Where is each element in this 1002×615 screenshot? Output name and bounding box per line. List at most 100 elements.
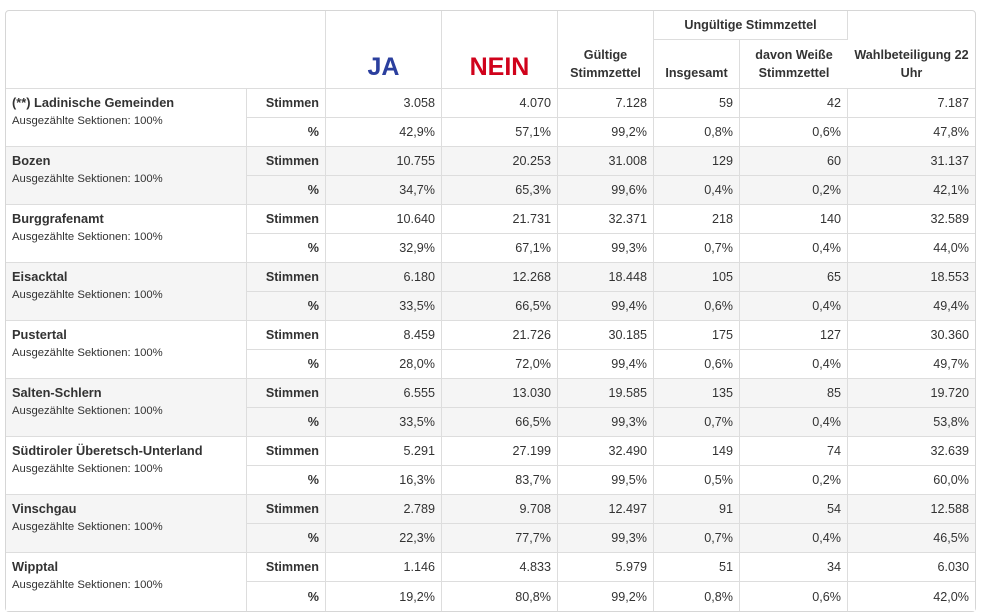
- cell-gueltige-stimmen: 32.371: [558, 205, 654, 234]
- cell-ja-stimmen: 6.180: [326, 263, 442, 292]
- cell-nein-percent: 80,8%: [442, 582, 558, 611]
- region-cell: Bozen Ausgezählte Sektionen: 100%: [6, 147, 247, 205]
- cell-davon-weisse-percent: 0,4%: [740, 234, 848, 263]
- cell-gueltige-stimmen: 30.185: [558, 321, 654, 350]
- table-row: Vinschgau Ausgezählte Sektionen: 100% Stim…: [6, 495, 975, 553]
- cell-wahlbeteiligung-stimmen: 32.639: [848, 437, 975, 466]
- header-ja: JA: [326, 11, 442, 89]
- region-group: Eisacktal Ausgezählte Sektionen: 100% Stim…: [6, 263, 975, 321]
- cell-gueltige-percent: 99,2%: [558, 118, 654, 147]
- cell-gueltige-stimmen: 7.128: [558, 89, 654, 118]
- cell-ja-percent: 33,5%: [326, 292, 442, 321]
- table-row: % 34,7% 65,3% 99,6% 0,4% 0,2% 42,1%: [6, 176, 975, 205]
- ja-label: JA: [367, 53, 400, 81]
- cell-gueltige-percent: 99,5%: [558, 466, 654, 495]
- row-label-percent: %: [247, 524, 326, 553]
- row-label-stimmen: Stimmen: [247, 437, 326, 466]
- cell-nein-stimmen: 13.030: [442, 379, 558, 408]
- region-name: Vinschgau: [12, 501, 77, 516]
- cell-insgesamt-percent: 0,8%: [654, 118, 740, 147]
- cell-insgesamt-percent: 0,6%: [654, 292, 740, 321]
- region-group: Pustertal Ausgezählte Sektionen: 100% Stim…: [6, 321, 975, 379]
- cell-wahlbeteiligung-stimmen: 12.588: [848, 495, 975, 524]
- region-group: Bozen Ausgezählte Sektionen: 100% Stimmen 1…: [6, 147, 975, 205]
- cell-insgesamt-percent: 0,7%: [654, 234, 740, 263]
- header-wahlbeteiligung: Wahlbeteiligung 22 Uhr: [848, 11, 975, 89]
- cell-ja-stimmen: 8.459: [326, 321, 442, 350]
- cell-gueltige-stimmen: 5.979: [558, 553, 654, 582]
- cell-insgesamt-percent: 0,5%: [654, 466, 740, 495]
- region-group: Wipptal Ausgezählte Sektionen: 100% Stimme…: [6, 553, 975, 611]
- cell-nein-stimmen: 21.731: [442, 205, 558, 234]
- cell-insgesamt-stimmen: 91: [654, 495, 740, 524]
- cell-davon-weisse-percent: 0,4%: [740, 524, 848, 553]
- cell-wahlbeteiligung-stimmen: 6.030: [848, 553, 975, 582]
- table-row: % 28,0% 72,0% 99,4% 0,6% 0,4% 49,7%: [6, 350, 975, 379]
- region-sections-counted: Ausgezählte Sektionen: 100%: [12, 115, 163, 127]
- table-row: % 16,3% 83,7% 99,5% 0,5% 0,2% 60,0%: [6, 466, 975, 495]
- cell-nein-percent: 66,5%: [442, 292, 558, 321]
- cell-insgesamt-percent: 0,6%: [654, 350, 740, 379]
- cell-nein-stimmen: 27.199: [442, 437, 558, 466]
- region-sections-counted: Ausgezählte Sektionen: 100%: [12, 521, 163, 533]
- table-row: Wipptal Ausgezählte Sektionen: 100% Stimme…: [6, 553, 975, 611]
- cell-ja-stimmen: 5.291: [326, 437, 442, 466]
- cell-wahlbeteiligung-percent: 49,4%: [848, 292, 975, 321]
- cell-gueltige-stimmen: 18.448: [558, 263, 654, 292]
- cell-nein-percent: 65,3%: [442, 176, 558, 205]
- table-row: Bozen Ausgezählte Sektionen: 100% Stimmen 1…: [6, 147, 975, 205]
- table-row: Salten-Schlern Ausgezählte Sektionen: 100…: [6, 379, 975, 437]
- region-group: Burggrafenamt Ausgezählte Sektionen: 100%…: [6, 205, 975, 263]
- nein-label: NEIN: [469, 53, 530, 81]
- cell-davon-weisse-percent: 0,6%: [740, 582, 848, 611]
- cell-gueltige-percent: 99,4%: [558, 350, 654, 379]
- cell-wahlbeteiligung-percent: 44,0%: [848, 234, 975, 263]
- cell-ja-percent: 22,3%: [326, 524, 442, 553]
- table-row: % 19,2% 80,8% 99,2% 0,8% 0,6% 42,0%: [6, 582, 975, 611]
- cell-insgesamt-stimmen: 59: [654, 89, 740, 118]
- cell-gueltige-stimmen: 32.490: [558, 437, 654, 466]
- header-ungueltige-group: Ungültige Stimmzettel: [654, 11, 848, 40]
- cell-wahlbeteiligung-stimmen: 18.553: [848, 263, 975, 292]
- row-label-stimmen: Stimmen: [247, 379, 326, 408]
- cell-ja-percent: 19,2%: [326, 582, 442, 611]
- cell-insgesamt-stimmen: 218: [654, 205, 740, 234]
- region-name: Eisacktal: [12, 269, 68, 284]
- cell-davon-weisse-percent: 0,4%: [740, 350, 848, 379]
- cell-gueltige-percent: 99,3%: [558, 234, 654, 263]
- cell-gueltige-percent: 99,3%: [558, 408, 654, 437]
- cell-ja-stimmen: 6.555: [326, 379, 442, 408]
- header-nein: NEIN: [442, 11, 558, 89]
- cell-ja-stimmen: 2.789: [326, 495, 442, 524]
- row-label-percent: %: [247, 466, 326, 495]
- cell-nein-stimmen: 12.268: [442, 263, 558, 292]
- cell-ja-stimmen: 3.058: [326, 89, 442, 118]
- row-label-stimmen: Stimmen: [247, 495, 326, 524]
- region-name: (**) Ladinische Gemeinden: [12, 95, 175, 110]
- cell-davon-weisse-stimmen: 74: [740, 437, 848, 466]
- cell-ja-stimmen: 10.640: [326, 205, 442, 234]
- cell-insgesamt-stimmen: 149: [654, 437, 740, 466]
- cell-insgesamt-stimmen: 105: [654, 263, 740, 292]
- cell-wahlbeteiligung-stimmen: 7.187: [848, 89, 975, 118]
- cell-nein-percent: 57,1%: [442, 118, 558, 147]
- table-row: % 33,5% 66,5% 99,4% 0,6% 0,4% 49,4%: [6, 292, 975, 321]
- cell-davon-weisse-percent: 0,2%: [740, 176, 848, 205]
- cell-wahlbeteiligung-stimmen: 19.720: [848, 379, 975, 408]
- referendum-results-table: JA NEIN Gültige Stimmzettel Ungültige St…: [5, 10, 976, 612]
- cell-gueltige-stimmen: 19.585: [558, 379, 654, 408]
- row-label-percent: %: [247, 118, 326, 147]
- row-label-percent: %: [247, 234, 326, 263]
- region-cell: Südtiroler Überetsch-Unterland Ausgezählt…: [6, 437, 247, 495]
- header-davon-weisse: davon Weiße Stimmzettel: [740, 40, 848, 89]
- cell-wahlbeteiligung-percent: 47,8%: [848, 118, 975, 147]
- cell-gueltige-percent: 99,3%: [558, 524, 654, 553]
- table-header: JA NEIN Gültige Stimmzettel Ungültige St…: [6, 11, 975, 89]
- table-row: % 33,5% 66,5% 99,3% 0,7% 0,4% 53,8%: [6, 408, 975, 437]
- cell-davon-weisse-percent: 0,4%: [740, 408, 848, 437]
- cell-gueltige-percent: 99,2%: [558, 582, 654, 611]
- region-name: Pustertal: [12, 327, 67, 342]
- table-row: Eisacktal Ausgezählte Sektionen: 100% Stim…: [6, 263, 975, 321]
- region-group: Salten-Schlern Ausgezählte Sektionen: 100…: [6, 379, 975, 437]
- header-empty: [6, 11, 326, 89]
